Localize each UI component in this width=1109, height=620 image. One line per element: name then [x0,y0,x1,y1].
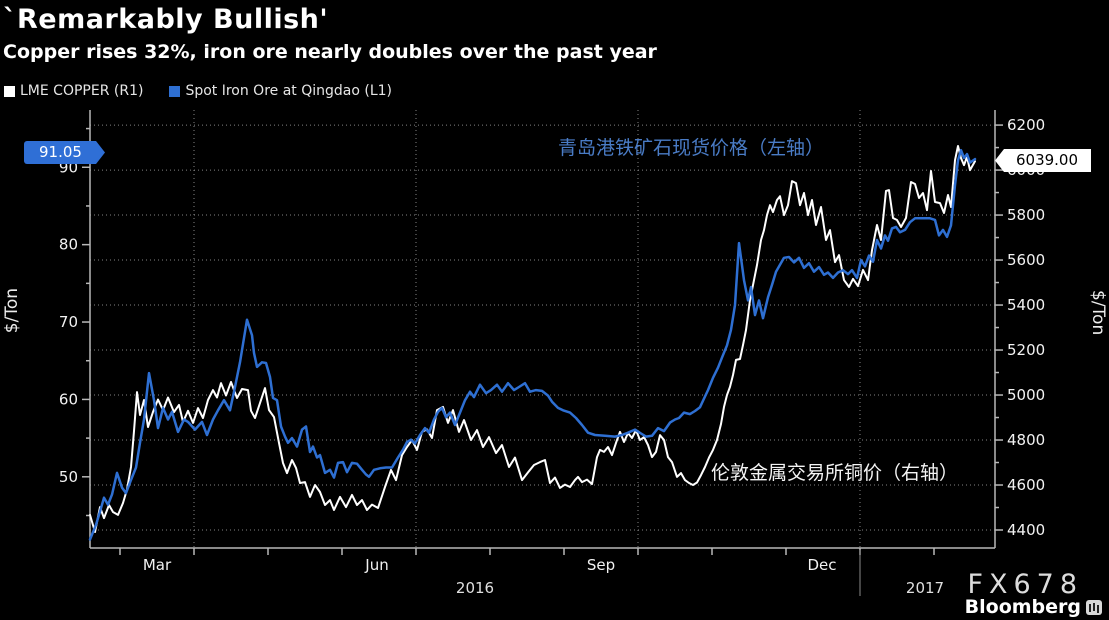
x-tick-label: Jun [364,556,388,574]
iron-ore-last-price-tag: 91.05 [24,141,105,164]
right-axis-tick-label: 4600 [1007,476,1045,494]
left-axis-tick-label: 80 [59,236,78,254]
copper-annotation: 伦敦金属交易所铜价（右轴） [711,462,959,484]
year-label: 2017 [906,579,944,597]
x-tick-label: Mar [143,556,172,574]
copper-last-price-tag: 6039.00 [995,149,1091,172]
fx678-watermark: FX678 [967,569,1083,600]
left-axis-title: $/Ton [2,288,22,334]
right-axis-tick-label: 4800 [1007,431,1045,449]
legend-label-iron-ore: Spot Iron Ore at Qingdao (L1) [185,83,393,99]
x-tick-label: Dec [807,556,836,574]
year-label: 2016 [456,579,494,597]
iron-ore-line [88,148,977,541]
iron-ore-swatch-icon [169,85,181,97]
right-axis-tick-label: 6200 [1007,116,1045,134]
left-axis-tick-label: 50 [59,468,78,486]
chart-subtitle: Copper rises 32%, iron ore nearly double… [3,41,657,63]
right-axis-tick-label: 5800 [1007,206,1045,224]
right-axis-tick-label: 5200 [1007,341,1045,359]
right-axis-tick-label: 4400 [1007,521,1045,539]
left-axis-tick-label: 60 [59,390,78,408]
copper-swatch-icon [4,85,15,97]
right-axis-tick-label: 5400 [1007,296,1045,314]
iron-ore-annotation: 青岛港铁矿石现货价格（左轴） [558,137,825,159]
right-axis-title: $/Ton [1088,290,1108,336]
bloomberg-wordmark: Bloomberg [964,596,1081,618]
legend-item-copper: LME COPPER (R1) [4,83,143,99]
bloomberg-icon [1086,599,1102,615]
bloomberg-logo: Bloomberg [965,596,1102,618]
x-tick-label: Sep [587,556,615,574]
legend-item-iron-ore: Spot Iron Ore at Qingdao (L1) [169,83,392,99]
right-axis-tick-label: 5000 [1007,386,1045,404]
legend-label-copper: LME COPPER (R1) [20,83,144,99]
copper-line [89,145,976,533]
left-axis-tick-label: 70 [59,313,78,331]
chart-title: `Remarkably Bullish' [3,4,329,35]
right-axis-tick-label: 5600 [1007,251,1045,269]
legend: LME COPPER (R1) Spot Iron Ore at Qingdao… [4,83,392,99]
